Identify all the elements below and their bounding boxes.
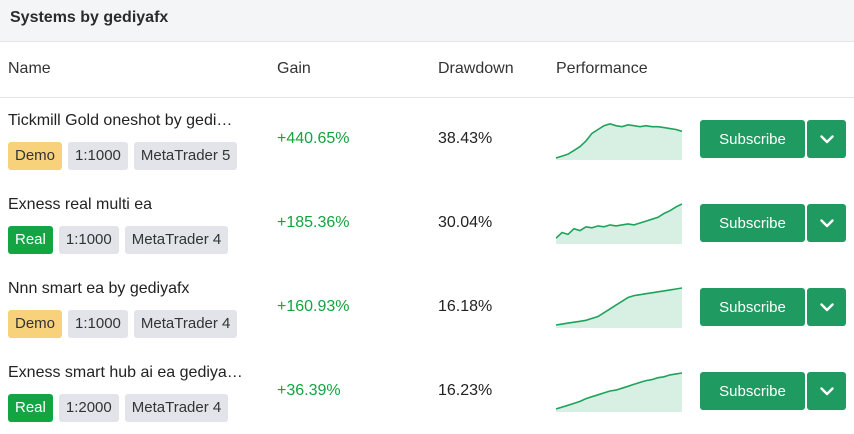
- drawdown-value: 16.23%: [438, 382, 493, 399]
- leverage-badge: 1:1000: [68, 142, 128, 170]
- sparkline-line: [556, 203, 682, 239]
- subscribe-options-button[interactable]: [807, 372, 846, 410]
- sparkline-area: [556, 288, 682, 328]
- tag-group: Real 1:2000 MetaTrader 4: [8, 394, 229, 422]
- sparkline-line: [556, 372, 682, 410]
- gain-value: +160.93%: [277, 298, 350, 315]
- sparkline-area: [556, 373, 682, 412]
- gain-value: +440.65%: [277, 130, 350, 147]
- subscribe-button[interactable]: Subscribe: [700, 204, 805, 242]
- chevron-down-icon: [819, 302, 834, 311]
- system-name-link[interactable]: Nnn smart ea by gediyafx: [8, 280, 190, 297]
- chevron-down-icon: [819, 386, 834, 395]
- platform-badge: MetaTrader 4: [133, 310, 238, 338]
- sparkline-area: [556, 123, 682, 160]
- drawdown-value: 30.04%: [438, 214, 493, 231]
- platform-badge: MetaTrader 4: [124, 226, 229, 254]
- system-name-link[interactable]: Exness smart hub ai ea gediya…: [8, 364, 243, 381]
- sparkline-area: [556, 204, 682, 244]
- card-header: Systems by gediyafx: [0, 0, 854, 42]
- table-row: Exness real multi ea Real 1:1000 MetaTra…: [0, 182, 854, 266]
- account-type-badge: Real: [8, 394, 53, 422]
- gain-value: +36.39%: [277, 382, 341, 399]
- chevron-down-icon: [819, 134, 834, 143]
- sparkline-line: [556, 287, 682, 326]
- drawdown-value: 16.18%: [438, 298, 493, 315]
- table-row: Tickmill Gold oneshot by gedi… Demo 1:10…: [0, 98, 854, 182]
- platform-badge: MetaTrader 4: [124, 394, 229, 422]
- system-name-link[interactable]: Tickmill Gold oneshot by gedi…: [8, 112, 233, 129]
- column-header-name[interactable]: Name: [8, 60, 51, 77]
- subscribe-options-button[interactable]: [807, 288, 846, 326]
- sparkline-line: [556, 122, 682, 159]
- tag-group: Real 1:1000 MetaTrader 4: [8, 226, 229, 254]
- column-header-gain[interactable]: Gain: [277, 60, 311, 77]
- system-name-link[interactable]: Exness real multi ea: [8, 196, 153, 213]
- account-type-badge: Demo: [8, 310, 63, 338]
- column-header-performance: Performance: [556, 60, 648, 77]
- account-type-badge: Demo: [8, 142, 63, 170]
- tag-group: Demo 1:1000 MetaTrader 5: [8, 142, 238, 170]
- leverage-badge: 1:1000: [58, 226, 119, 254]
- subscribe-options-button[interactable]: [807, 120, 846, 158]
- tag-group: Demo 1:1000 MetaTrader 4: [8, 310, 238, 338]
- table-row: Nnn smart ea by gediyafx Demo 1:1000 Met…: [0, 266, 854, 350]
- subscribe-button[interactable]: Subscribe: [700, 120, 805, 158]
- performance-sparkline: [556, 372, 682, 412]
- performance-sparkline: [556, 203, 682, 244]
- platform-badge: MetaTrader 5: [133, 142, 238, 170]
- leverage-badge: 1:1000: [68, 310, 128, 338]
- table-header: Name Gain Drawdown Performance: [0, 42, 854, 98]
- chevron-down-icon: [819, 218, 834, 227]
- card-title: Systems by gediyafx: [10, 9, 169, 26]
- subscribe-options-button[interactable]: [807, 204, 846, 242]
- subscribe-button[interactable]: Subscribe: [700, 372, 805, 410]
- drawdown-value: 38.43%: [438, 130, 493, 147]
- performance-sparkline: [556, 287, 682, 328]
- gain-value: +185.36%: [277, 214, 350, 231]
- leverage-badge: 1:2000: [58, 394, 119, 422]
- table-row: Exness smart hub ai ea gediya… Real 1:20…: [0, 350, 854, 434]
- performance-sparkline: [556, 122, 682, 160]
- column-header-drawdown[interactable]: Drawdown: [438, 60, 514, 77]
- subscribe-button[interactable]: Subscribe: [700, 288, 805, 326]
- account-type-badge: Real: [8, 226, 53, 254]
